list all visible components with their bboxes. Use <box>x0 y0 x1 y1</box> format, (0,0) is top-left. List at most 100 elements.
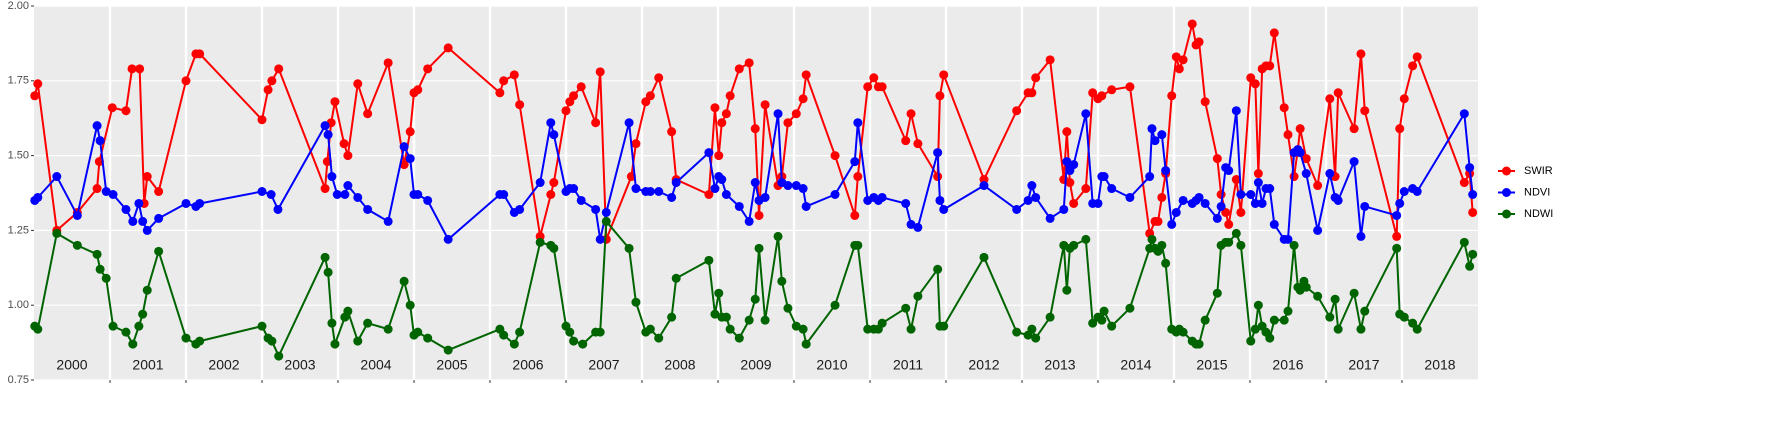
data-point <box>877 82 887 92</box>
data-point <box>1194 37 1204 47</box>
data-point <box>535 237 545 247</box>
data-point <box>323 130 333 140</box>
data-point <box>913 139 923 149</box>
data-point <box>578 339 588 349</box>
data-point <box>1253 300 1263 310</box>
data-point <box>383 58 393 68</box>
year-label: 2007 <box>588 357 619 373</box>
data-point <box>631 139 641 149</box>
data-point <box>257 115 267 125</box>
data-point <box>30 91 40 101</box>
data-point <box>343 151 353 161</box>
data-point <box>52 228 62 238</box>
data-point <box>1360 201 1370 211</box>
data-point <box>92 121 102 131</box>
data-point <box>1224 166 1234 176</box>
data-point <box>499 76 509 86</box>
data-point <box>1313 291 1323 301</box>
year-label: 2000 <box>56 357 87 373</box>
data-point <box>704 255 714 265</box>
data-point <box>714 151 724 161</box>
data-point <box>1171 52 1181 62</box>
year-label: 2003 <box>284 357 315 373</box>
data-point <box>1236 189 1246 199</box>
data-point <box>591 118 601 128</box>
data-point <box>423 195 433 205</box>
year-label: 2013 <box>1044 357 1075 373</box>
data-point <box>750 178 760 188</box>
data-point <box>754 210 764 220</box>
data-point <box>128 339 138 349</box>
year-label: 2005 <box>436 357 467 373</box>
data-point <box>274 64 284 74</box>
data-point <box>569 184 579 194</box>
data-point <box>101 187 111 197</box>
data-point <box>405 127 415 137</box>
data-point <box>1349 124 1359 134</box>
data-point <box>725 324 735 334</box>
data-point <box>631 184 641 194</box>
data-point <box>1012 204 1022 214</box>
data-point <box>1313 225 1323 235</box>
data-point <box>135 64 145 74</box>
data-point <box>92 249 102 259</box>
data-point <box>734 201 744 211</box>
data-point <box>1283 130 1293 140</box>
data-point <box>1325 169 1335 179</box>
data-point <box>515 327 525 337</box>
y-tick-label: 1.25 <box>8 224 29 236</box>
data-point <box>654 187 664 197</box>
data-point <box>1356 324 1366 334</box>
data-point <box>413 189 423 199</box>
data-point <box>1187 19 1197 29</box>
data-point <box>332 189 342 199</box>
data-point <box>725 91 735 101</box>
data-point <box>1459 178 1469 188</box>
legend-label: NDWI <box>1524 208 1553 220</box>
data-point <box>777 276 787 286</box>
data-point <box>327 172 337 182</box>
data-point <box>1150 136 1160 146</box>
data-point <box>569 91 579 101</box>
data-point <box>704 189 714 199</box>
data-point <box>92 184 102 194</box>
data-point <box>121 204 131 214</box>
data-point <box>72 240 82 250</box>
data-point <box>154 187 164 197</box>
data-point <box>1325 94 1335 104</box>
year-label: 2009 <box>740 357 771 373</box>
legend-key-point <box>1502 209 1511 219</box>
data-point <box>1153 216 1163 226</box>
data-point <box>671 273 681 283</box>
data-point <box>1395 198 1405 208</box>
data-point <box>1062 127 1072 137</box>
data-point <box>1257 198 1267 208</box>
data-point <box>671 178 681 188</box>
data-point <box>142 225 152 235</box>
data-point <box>830 151 840 161</box>
data-point <box>760 192 770 202</box>
data-point <box>142 172 152 182</box>
data-point <box>515 100 525 110</box>
data-point <box>1301 169 1311 179</box>
data-point <box>1081 109 1091 119</box>
data-point <box>654 73 664 83</box>
data-point <box>933 172 943 182</box>
data-point <box>1157 192 1167 202</box>
data-point <box>721 312 731 322</box>
data-point <box>1333 88 1343 98</box>
data-point <box>773 109 783 119</box>
data-point <box>1178 55 1188 65</box>
data-point <box>509 339 519 349</box>
data-point <box>1045 213 1055 223</box>
data-point <box>353 336 363 346</box>
data-point <box>1295 124 1305 134</box>
data-point <box>195 336 205 346</box>
data-point <box>734 64 744 74</box>
data-point <box>791 109 801 119</box>
data-point <box>744 216 754 226</box>
data-point <box>1468 249 1478 259</box>
data-point <box>33 79 43 89</box>
data-point <box>901 303 911 313</box>
data-point <box>569 336 579 346</box>
